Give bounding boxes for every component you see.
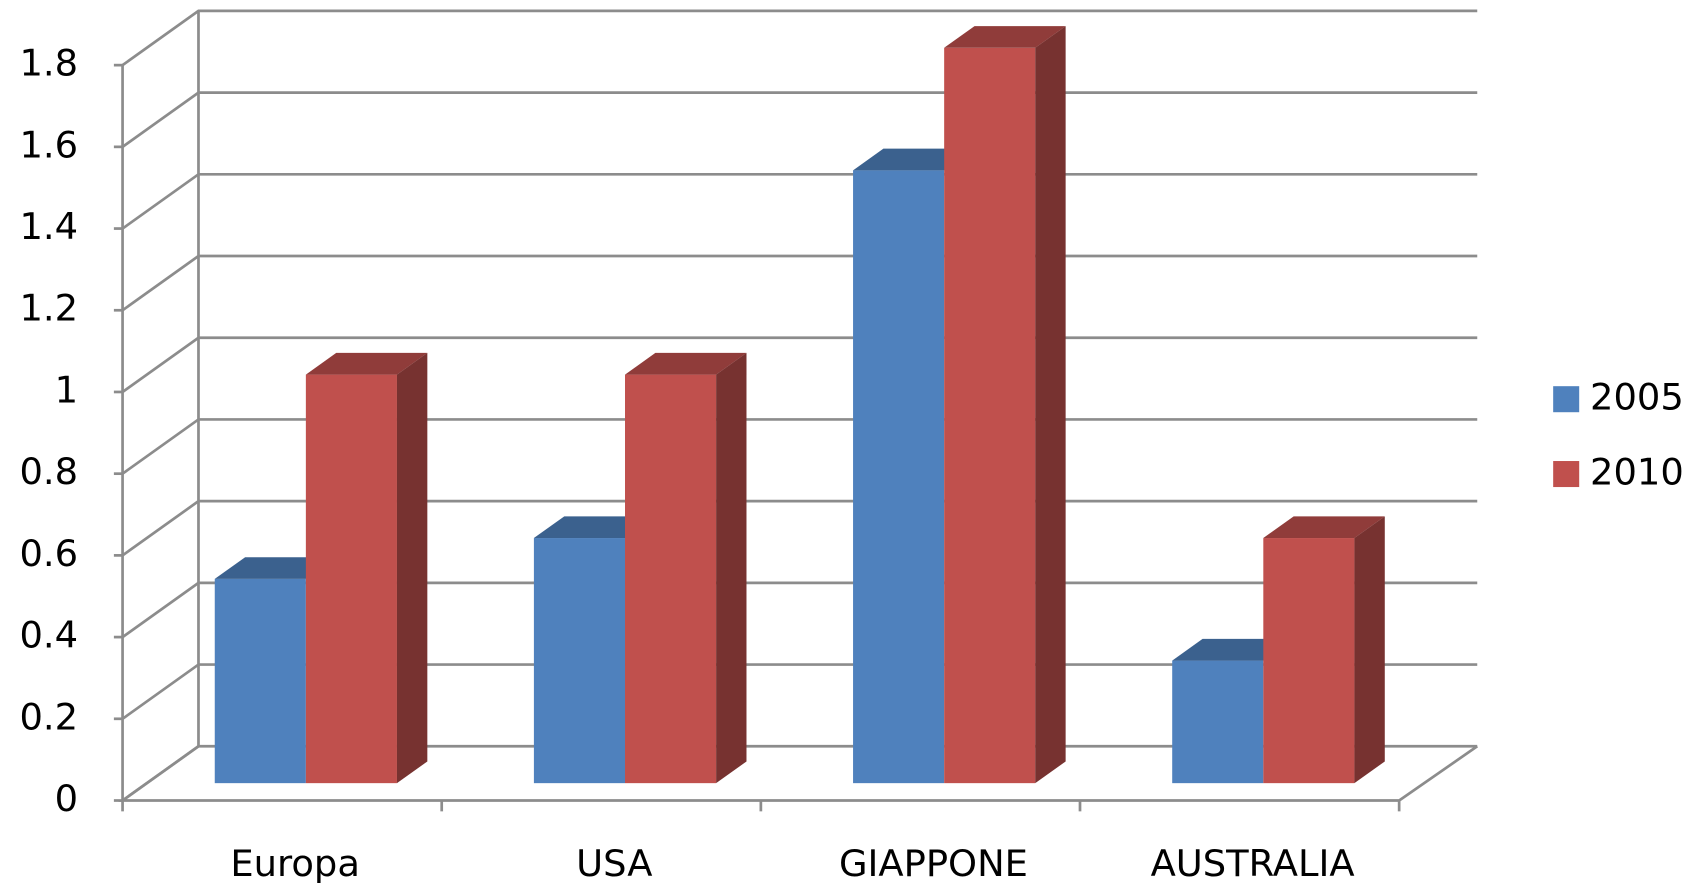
bar-top <box>944 26 1066 48</box>
legend-swatch <box>1553 386 1580 413</box>
bar-side <box>716 352 747 784</box>
y-tick-label: 0 <box>55 777 78 820</box>
bar <box>214 578 306 784</box>
bar <box>1172 660 1264 784</box>
x-tick-label: Europa <box>230 842 360 883</box>
y-tick-label: 1 <box>55 368 78 411</box>
bar-side <box>396 352 428 784</box>
bar-top <box>305 352 428 375</box>
y-tick-label: 0.2 <box>19 695 78 738</box>
y-tick-label: 0.4 <box>19 614 78 657</box>
x-tick-label: USA <box>576 842 652 883</box>
x-tick-label: GIAPPONE <box>839 842 1028 883</box>
bar <box>305 374 397 784</box>
bar-top <box>625 352 747 375</box>
grid-line <box>121 254 1478 312</box>
bar-top <box>1263 516 1385 539</box>
legend-swatch <box>1553 461 1580 488</box>
legend-label: 2005 <box>1590 376 1684 419</box>
bar-side <box>1354 516 1385 784</box>
y-tick-label: 1.4 <box>19 205 78 248</box>
bar <box>1263 538 1355 784</box>
bar-side <box>1035 26 1066 784</box>
bar <box>533 538 626 784</box>
x-tick-label: AUSTRALIA <box>1151 842 1355 883</box>
y-tick-label: 0.8 <box>19 450 78 493</box>
bar <box>625 374 717 784</box>
legend-label: 2010 <box>1590 451 1684 494</box>
y-tick-label: 1.6 <box>19 123 78 166</box>
grid-line <box>121 172 1478 230</box>
bar <box>853 170 945 784</box>
y-tick-label: 1.2 <box>19 287 78 330</box>
bar <box>944 47 1036 784</box>
y-tick-label: 1.8 <box>19 42 78 85</box>
y-tick-label: 0.6 <box>19 532 78 575</box>
grid-line <box>121 91 1478 148</box>
grid-line <box>121 9 1478 67</box>
